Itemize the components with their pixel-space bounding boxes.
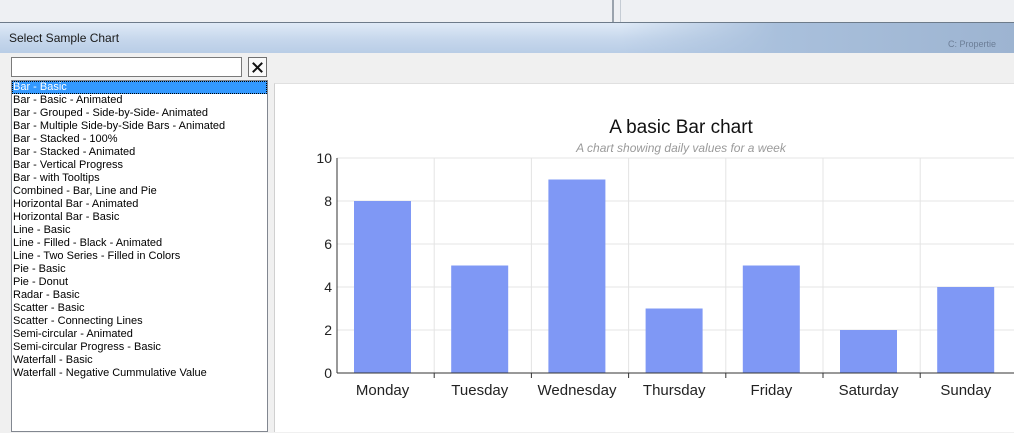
background-divider (612, 0, 614, 22)
list-item[interactable]: Waterfall - Basic (13, 354, 93, 366)
background-window-text: C: Propertie (948, 39, 997, 49)
y-tick-label: 2 (324, 322, 332, 338)
search-input[interactable] (11, 57, 242, 77)
bar-chart: A basic Bar chart A chart showing daily v… (316, 117, 1014, 399)
chart-subtitle: A chart showing daily values for a week (575, 141, 787, 155)
list-item[interactable]: Bar - Stacked - 100% (13, 133, 118, 145)
bar (451, 265, 509, 373)
y-tick-label: 6 (324, 236, 332, 252)
bar (645, 308, 703, 373)
list-item[interactable]: Pie - Donut (13, 276, 69, 288)
window-client-area: Bar - Basic Bar - Basic - Animated Bar - G… (6, 53, 1014, 432)
list-item[interactable]: Bar - Stacked - Animated (13, 146, 136, 158)
y-tick-label: 0 (324, 365, 332, 381)
chart-preview-panel: A basic Bar chart A chart showing daily v… (274, 83, 1014, 432)
background-divider (620, 0, 621, 22)
select-sample-chart-window: Select Sample Chart C: Propertie Bar - B… (0, 22, 1014, 432)
close-icon (252, 61, 263, 73)
bar (937, 287, 995, 373)
bar (840, 330, 897, 373)
list-item[interactable]: Bar - Multiple Side-by-Side Bars - Anima… (13, 120, 226, 132)
y-tick-label: 10 (316, 150, 332, 166)
bar (742, 265, 800, 373)
x-tick-label: Saturday (839, 382, 900, 399)
list-item[interactable]: Bar - Basic (12, 81, 267, 94)
x-tick-label: Thursday (643, 382, 706, 399)
list-item[interactable]: Line - Basic (13, 224, 71, 236)
list-item[interactable]: Line - Two Series - Filled in Colors (13, 250, 181, 262)
list-item[interactable]: Horizontal Bar - Basic (13, 211, 120, 223)
background-window-strip (0, 0, 1014, 22)
chart-title: A basic Bar chart (609, 117, 753, 138)
list-item[interactable]: Scatter - Basic (13, 302, 85, 314)
list-item[interactable]: Bar - Vertical Progress (13, 159, 124, 171)
list-item[interactable]: Scatter - Connecting Lines (13, 315, 143, 327)
list-item[interactable]: Line - Filled - Black - Animated (13, 237, 163, 249)
list-item[interactable]: Bar - Basic - Animated (13, 94, 123, 106)
x-tick-label: Sunday (940, 382, 991, 399)
x-tick-label: Monday (356, 382, 410, 399)
list-item[interactable]: Bar - with Tooltips (13, 172, 100, 184)
bar (354, 201, 411, 373)
sample-chart-list[interactable]: Bar - Basic Bar - Basic - Animated Bar - G… (11, 80, 268, 432)
list-item[interactable]: Semi-circular - Animated (13, 328, 133, 340)
titlebar-gradient (620, 23, 1014, 53)
y-tick-label: 8 (324, 193, 332, 209)
y-tick-label: 4 (324, 279, 332, 295)
list-item[interactable]: Semi-circular Progress - Basic (13, 341, 161, 353)
list-item[interactable]: Radar - Basic (13, 289, 80, 301)
list-item[interactable]: Combined - Bar, Line and Pie (13, 185, 157, 197)
x-tick-label: Wednesday (538, 382, 617, 399)
list-item[interactable]: Horizontal Bar - Animated (13, 198, 139, 210)
window-title: Select Sample Chart (9, 31, 120, 45)
window-titlebar[interactable]: Select Sample Chart C: Propertie (0, 23, 1014, 53)
clear-search-button[interactable] (248, 57, 267, 77)
bar (548, 179, 606, 373)
list-item[interactable]: Bar - Grouped - Side-by-Side- Animated (13, 107, 209, 119)
list-item[interactable]: Pie - Basic (13, 263, 66, 275)
list-item[interactable]: Waterfall - Negative Cummulative Value (13, 367, 207, 379)
x-tick-label: Friday (751, 382, 793, 399)
x-tick-label: Tuesday (451, 382, 508, 399)
